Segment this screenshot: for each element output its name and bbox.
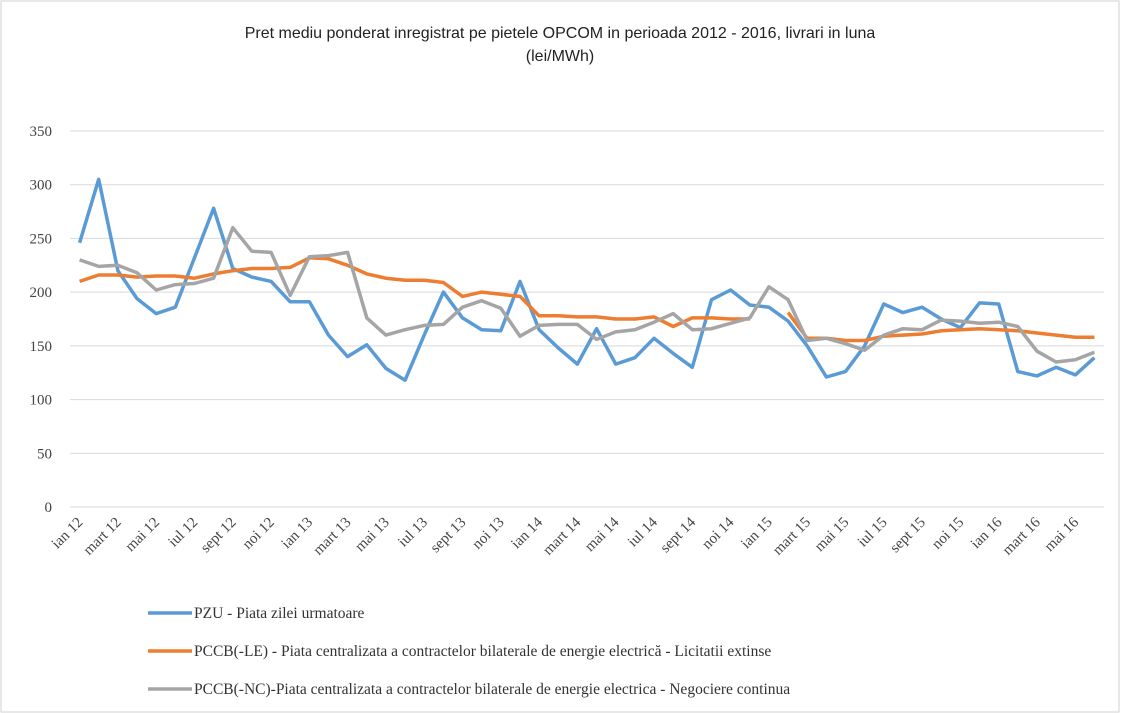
legend-label: PCCB(-LE) - Piata centralizata a contrac… [194,643,771,660]
series-line [79,256,1095,343]
series-line [79,225,1096,364]
y-tick-label: 350 [30,124,53,140]
y-tick-label: 200 [30,285,53,301]
y-tick-label: 0 [45,500,53,516]
y-tick-label: 150 [30,339,53,355]
y-tick-label: 50 [37,446,52,462]
y-tick-label: 250 [30,231,53,247]
y-tick-label: 100 [30,393,53,409]
series-line [77,177,1096,382]
y-tick-label: 300 [30,178,53,194]
legend-label: PCCB(-NC)-Piata centralizata a contracte… [194,681,790,698]
chart-subtitle: (lei/MWh) [526,48,594,65]
chart-title: Pret mediu ponderat inregistrat pe piete… [245,25,876,42]
legend-label: PZU - Piata zilei urmatoare [194,605,365,622]
